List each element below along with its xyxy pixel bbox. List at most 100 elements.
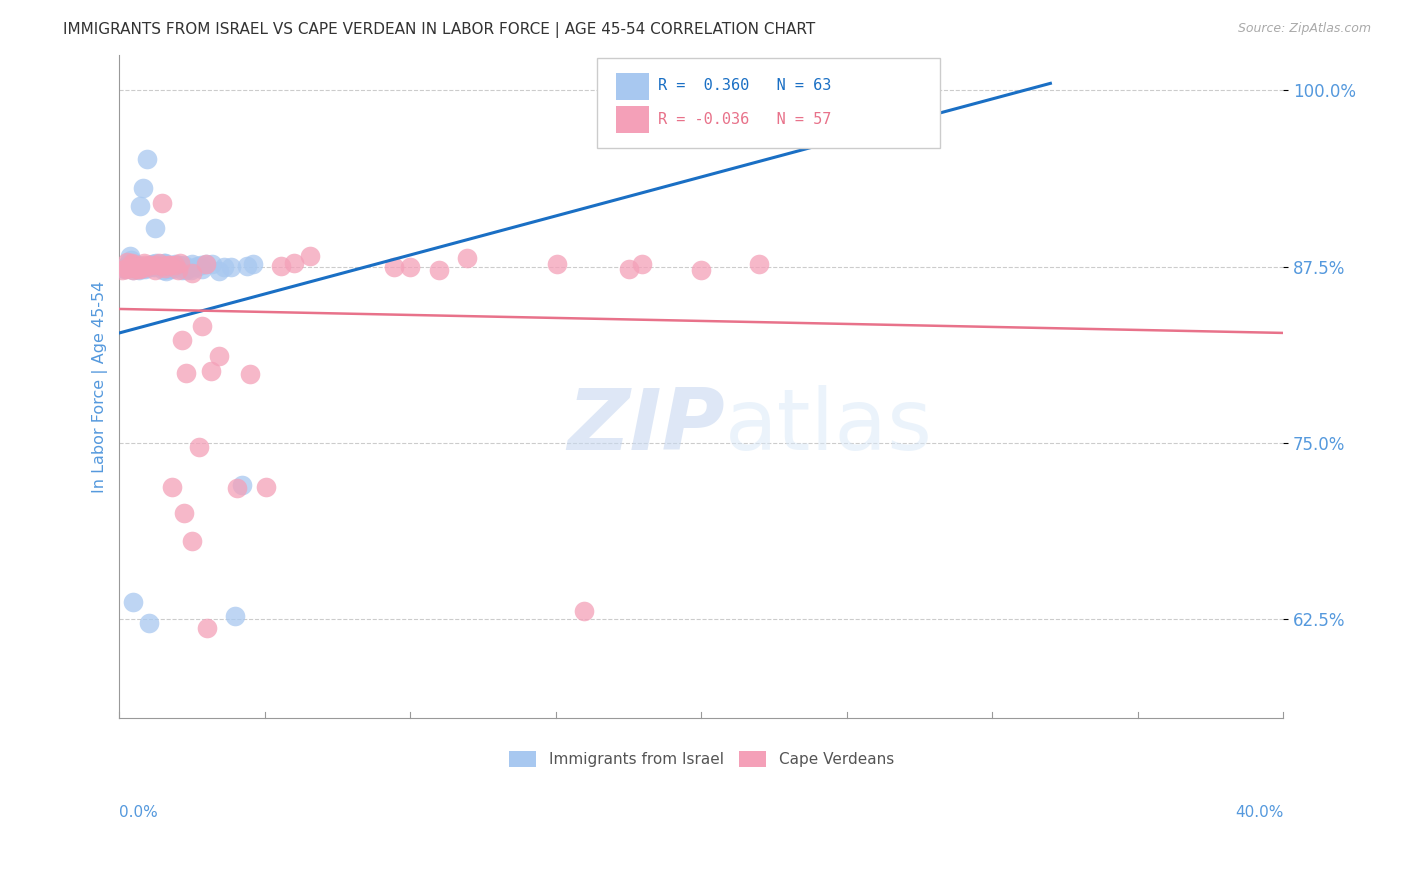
Point xyxy=(121,256,143,270)
Text: R = -0.036   N = 57: R = -0.036 N = 57 xyxy=(658,112,831,127)
Point xyxy=(172,334,194,348)
Point xyxy=(191,318,214,333)
Text: R =  0.360   N = 63: R = 0.360 N = 63 xyxy=(658,78,831,93)
Point xyxy=(398,260,420,274)
Point xyxy=(572,604,595,618)
Point xyxy=(384,260,406,274)
Point xyxy=(219,260,242,274)
Legend: Immigrants from Israel, Cape Verdeans: Immigrants from Israel, Cape Verdeans xyxy=(503,745,900,773)
Point xyxy=(155,263,177,277)
Point xyxy=(173,506,195,520)
Point xyxy=(236,259,259,273)
Point xyxy=(141,257,163,271)
Point xyxy=(122,262,145,277)
Point xyxy=(128,260,150,274)
Point xyxy=(152,256,174,270)
Point xyxy=(156,258,179,272)
Point xyxy=(270,259,292,273)
Point xyxy=(117,260,139,275)
Point xyxy=(153,261,176,276)
Point xyxy=(427,263,450,277)
Point xyxy=(174,366,197,380)
Point xyxy=(152,262,174,277)
Point xyxy=(134,262,156,277)
Bar xyxy=(616,106,650,133)
Point xyxy=(149,258,172,272)
Point xyxy=(153,256,176,270)
Point xyxy=(134,259,156,273)
Point xyxy=(456,251,478,265)
Point xyxy=(125,261,148,276)
Point xyxy=(174,263,197,277)
Point xyxy=(181,266,204,280)
Point xyxy=(283,256,305,270)
Point xyxy=(136,152,159,166)
Point xyxy=(180,533,202,548)
Point xyxy=(115,255,138,269)
Point xyxy=(157,261,180,276)
Point xyxy=(132,260,155,275)
Point xyxy=(166,258,188,272)
Point xyxy=(187,259,209,273)
Point xyxy=(127,260,149,274)
Point xyxy=(136,260,159,274)
Point xyxy=(163,258,186,272)
Point xyxy=(127,258,149,272)
Point xyxy=(152,259,174,273)
Text: atlas: atlas xyxy=(724,384,932,467)
Point xyxy=(173,258,195,272)
Point xyxy=(748,257,770,271)
Point xyxy=(242,257,264,271)
Point xyxy=(110,261,132,276)
Point xyxy=(128,261,150,276)
Point xyxy=(631,257,654,271)
Point xyxy=(131,260,153,275)
Point xyxy=(143,220,166,235)
Point xyxy=(129,260,152,274)
Point xyxy=(134,261,156,276)
Point xyxy=(111,262,134,277)
Point xyxy=(194,257,217,271)
Bar xyxy=(616,73,650,100)
Point xyxy=(184,260,207,275)
Point xyxy=(148,257,170,271)
Point xyxy=(163,257,186,271)
Point xyxy=(128,262,150,277)
Point xyxy=(188,440,211,454)
Point xyxy=(226,481,249,495)
Point xyxy=(195,257,218,271)
Point xyxy=(132,181,155,195)
Point xyxy=(143,263,166,277)
Point xyxy=(160,480,183,494)
Point xyxy=(118,249,141,263)
Point xyxy=(254,480,277,494)
Point xyxy=(121,257,143,271)
Point xyxy=(139,258,162,272)
Point xyxy=(122,260,145,275)
Text: ZIP: ZIP xyxy=(567,384,724,467)
Point xyxy=(121,257,143,271)
Text: Source: ZipAtlas.com: Source: ZipAtlas.com xyxy=(1237,22,1371,36)
Point xyxy=(212,260,235,275)
Text: IMMIGRANTS FROM ISRAEL VS CAPE VERDEAN IN LABOR FORCE | AGE 45-54 CORRELATION CH: IMMIGRANTS FROM ISRAEL VS CAPE VERDEAN I… xyxy=(63,22,815,38)
Point xyxy=(167,262,190,277)
Point xyxy=(153,257,176,271)
Point xyxy=(127,261,149,276)
Text: 0.0%: 0.0% xyxy=(120,805,159,821)
Point xyxy=(208,349,231,363)
Point xyxy=(120,252,142,267)
Point xyxy=(122,263,145,277)
Point xyxy=(167,258,190,272)
Point xyxy=(200,364,222,378)
Point xyxy=(121,595,143,609)
Point xyxy=(138,616,160,631)
Point xyxy=(127,260,149,274)
Point xyxy=(118,256,141,270)
Point xyxy=(546,257,568,271)
Point xyxy=(689,262,711,277)
Point xyxy=(136,259,159,273)
Point xyxy=(224,608,246,623)
Point xyxy=(239,367,262,381)
Point xyxy=(169,255,191,269)
Point xyxy=(298,249,321,263)
